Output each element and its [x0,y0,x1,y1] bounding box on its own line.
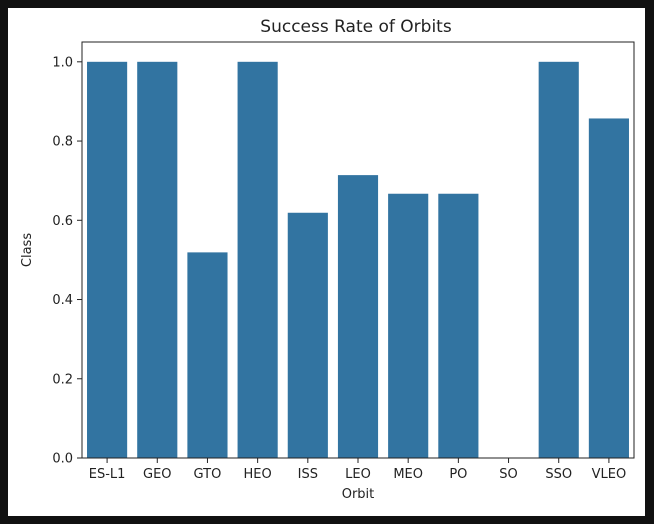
plot-area-border [81,41,635,459]
x-tick-label: GTO [194,467,222,482]
chart-title: Success Rate of Orbits [260,17,452,37]
y-tick-label: 0.0 [52,452,73,467]
bar-sso [538,61,579,459]
bar-es-l1 [87,61,128,459]
bar-leo [337,175,379,458]
x-tick-label: ES-L1 [89,467,126,482]
y-tick-label: 0.6 [52,214,73,229]
x-tick-label: VLEO [592,467,627,482]
bar-heo [237,61,278,459]
bars-group [87,61,629,459]
x-tick-label: ISS [298,467,318,482]
y-axis-label: Class [20,233,35,267]
bar-meo [388,193,429,458]
y-tick-label: 1.0 [52,55,73,70]
y-tick-label: 0.2 [52,372,73,387]
bar-iss [287,212,328,458]
y-tick-label: 0.8 [52,135,73,150]
bar-chart: Success Rate of Orbits 0.0 0.2 0.4 0.6 0.8 1.… [20,17,635,502]
x-axis: ES-L1 GEO GTO HEO ISS LEO MEO PO SO SSO VLEO [89,458,626,482]
bar-vleo [588,118,629,459]
chart-frame: Success Rate of Orbits 0.0 0.2 0.4 0.6 0.8 1.… [8,8,645,516]
x-tick-label: PO [449,467,467,482]
bar-po [438,193,479,458]
y-tick-label: 0.4 [52,293,73,308]
x-tick-label: HEO [244,467,272,482]
y-axis: 0.0 0.2 0.4 0.6 0.8 1.0 [52,55,82,467]
bar-geo [137,61,178,459]
x-tick-label: GEO [143,467,172,482]
bar-gto [187,252,228,458]
x-tick-label: SO [499,467,517,482]
x-axis-label: Orbit [342,487,375,502]
x-tick-label: LEO [345,467,371,482]
x-tick-label: SSO [545,467,572,482]
x-tick-label: MEO [393,467,423,482]
